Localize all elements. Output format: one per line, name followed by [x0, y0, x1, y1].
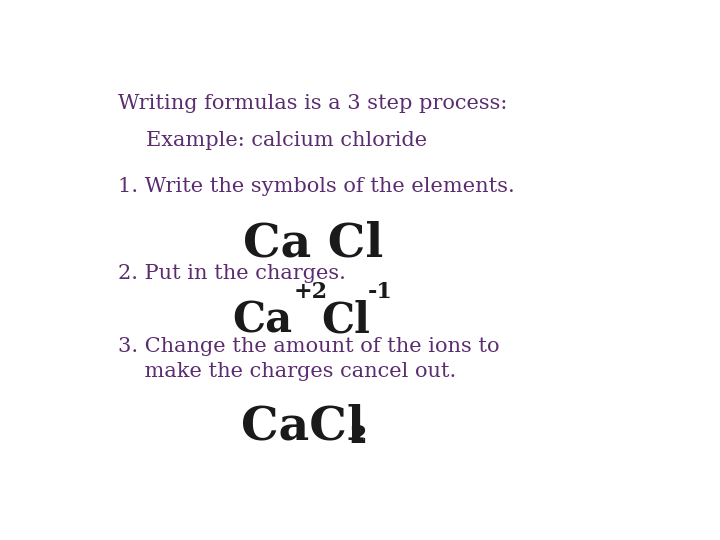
Text: 2: 2	[349, 424, 367, 448]
Text: make the charges cancel out.: make the charges cancel out.	[118, 362, 456, 381]
Text: Ca Cl: Ca Cl	[243, 221, 383, 267]
Text: Ca: Ca	[233, 300, 292, 342]
Text: Cl: Cl	[322, 300, 371, 342]
Text: -1: -1	[367, 281, 392, 303]
Text: 2. Put in the charges.: 2. Put in the charges.	[118, 265, 346, 284]
Text: 1. Write the symbols of the elements.: 1. Write the symbols of the elements.	[118, 177, 515, 196]
Text: +2: +2	[294, 281, 328, 303]
Text: CaCl: CaCl	[240, 404, 364, 450]
Text: 3. Change the amount of the ions to: 3. Change the amount of the ions to	[118, 337, 500, 356]
Text: Writing formulas is a 3 step process:: Writing formulas is a 3 step process:	[118, 94, 508, 113]
Text: Example: calcium chloride: Example: calcium chloride	[145, 131, 427, 150]
